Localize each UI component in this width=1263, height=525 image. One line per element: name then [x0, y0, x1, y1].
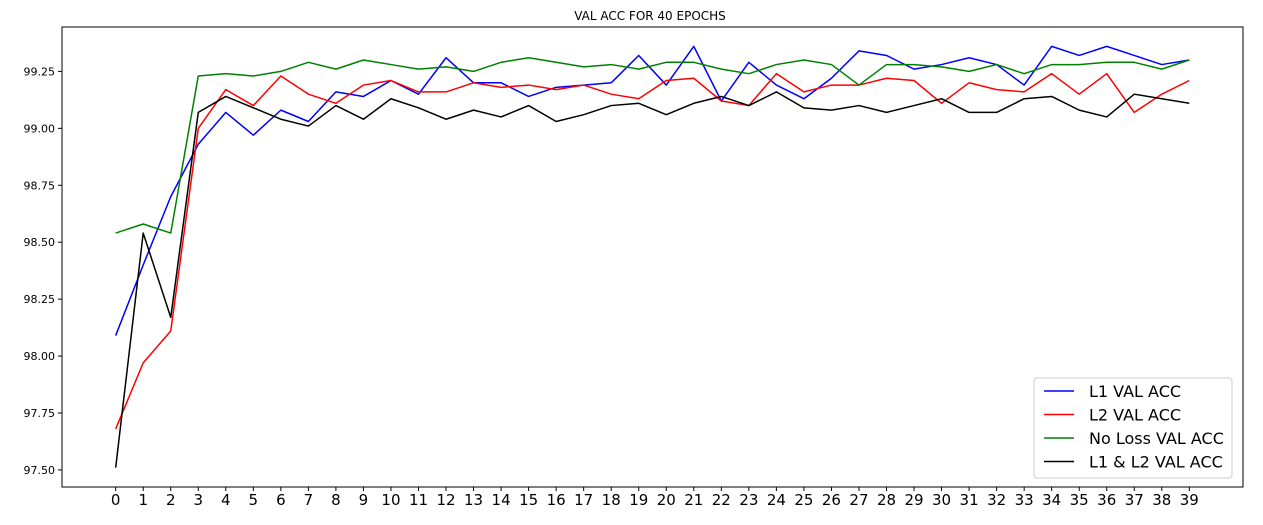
- x-tick-label: 19: [629, 491, 648, 509]
- y-tick-label: 98.25: [24, 293, 56, 306]
- x-tick-label: 29: [904, 491, 923, 509]
- x-tick-label: 2: [166, 491, 176, 509]
- y-axis: 97.50 97.75 98.00 98.25 98.50 98.75 99.00 99.25: [24, 65, 62, 477]
- x-tick-label: 4: [221, 491, 231, 509]
- x-tick-label: 31: [960, 491, 979, 509]
- x-tick-label: 13: [464, 491, 483, 509]
- x-tick-label: 7: [304, 491, 314, 509]
- x-tick-label: 10: [381, 491, 400, 509]
- x-tick-label: 6: [276, 491, 286, 509]
- x-tick-label: 24: [767, 491, 786, 509]
- x-tick-label: 22: [712, 491, 731, 509]
- x-tick-label: 37: [1125, 491, 1144, 509]
- x-tick-label: 39: [1180, 491, 1199, 509]
- x-tick-label: 3: [193, 491, 203, 509]
- y-tick-label: 98.75: [24, 179, 56, 192]
- x-tick-label: 12: [436, 491, 455, 509]
- chart-title: VAL ACC FOR 40 EPOCHS: [574, 9, 726, 23]
- x-tick-label: 35: [1070, 491, 1089, 509]
- x-tick-label: 33: [1015, 491, 1034, 509]
- y-tick-label: 99.00: [24, 122, 56, 135]
- x-tick-label: 1: [138, 491, 148, 509]
- x-tick-label: 16: [547, 491, 566, 509]
- x-tick-label: 9: [359, 491, 369, 509]
- series-line-2: [114, 72, 1190, 430]
- x-tick-label: 28: [877, 491, 896, 509]
- x-tick-label: 17: [574, 491, 593, 509]
- x-tick-label: 32: [987, 491, 1006, 509]
- x-tick-label: 0: [111, 491, 121, 509]
- x-tick-label: 8: [331, 491, 341, 509]
- legend-label: L2 VAL ACC: [1089, 406, 1181, 425]
- x-axis: 0 1 2 3 4 5 6 7 8 9 10 11 12 13 14 15 16 17 18 19 20 21 22 23 24…: [111, 487, 1199, 509]
- legend-label: No Loss VAL ACC: [1089, 429, 1224, 448]
- x-tick-label: 5: [249, 491, 259, 509]
- legend-label: L1 VAL ACC: [1089, 382, 1181, 401]
- y-tick-label: 98.00: [24, 350, 56, 363]
- x-tick-label: 20: [657, 491, 676, 509]
- x-tick-label: 27: [849, 491, 868, 509]
- y-tick-label: 98.50: [24, 236, 56, 249]
- legend: L1 VAL ACC L2 VAL ACC No Loss VAL ACC L1 & …: [1033, 377, 1233, 479]
- series-line-4: [114, 91, 1190, 468]
- x-tick-label: 23: [739, 491, 758, 509]
- series-lines: [114, 45, 1190, 468]
- y-tick-label: 97.50: [24, 464, 56, 477]
- legend-label: L1 & L2 VAL ACC: [1089, 453, 1223, 472]
- x-tick-label: 38: [1152, 491, 1171, 509]
- x-tick-label: 11: [409, 491, 428, 509]
- x-tick-label: 36: [1097, 491, 1116, 509]
- x-tick-label: 30: [932, 491, 951, 509]
- legend-box: [1033, 377, 1233, 479]
- x-tick-label: 15: [519, 491, 538, 509]
- series-line-3: [115, 56, 1190, 234]
- x-tick-label: 21: [684, 491, 703, 509]
- x-tick-label: 18: [602, 491, 621, 509]
- y-tick-label: 99.25: [24, 65, 56, 78]
- series-line-1: [114, 45, 1190, 336]
- x-tick-label: 26: [822, 491, 841, 509]
- y-tick-label: 97.75: [24, 407, 56, 420]
- x-tick-label: 25: [794, 491, 813, 509]
- x-tick-label: 14: [492, 491, 511, 509]
- x-tick-label: 34: [1042, 491, 1061, 509]
